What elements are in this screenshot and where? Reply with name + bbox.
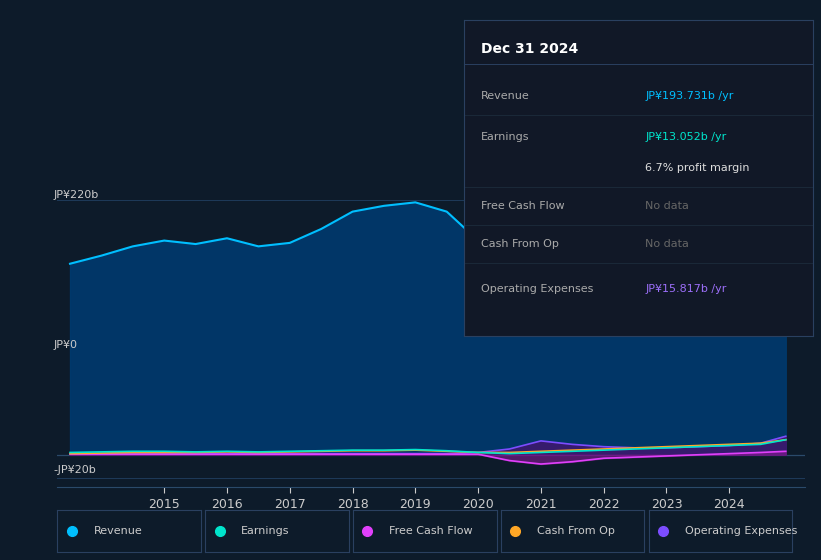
Text: Revenue: Revenue — [481, 91, 530, 101]
Text: Revenue: Revenue — [94, 526, 142, 535]
Text: Dec 31 2024: Dec 31 2024 — [481, 42, 579, 56]
Text: 6.7% profit margin: 6.7% profit margin — [645, 164, 750, 173]
Text: JP¥220b: JP¥220b — [53, 190, 99, 200]
Text: No data: No data — [645, 239, 689, 249]
Text: Operating Expenses: Operating Expenses — [685, 526, 797, 535]
Text: -JP¥20b: -JP¥20b — [53, 465, 97, 475]
Text: Earnings: Earnings — [481, 132, 530, 142]
Text: Cash From Op: Cash From Op — [481, 239, 559, 249]
Text: JP¥0: JP¥0 — [53, 340, 78, 350]
Text: JP¥15.817b /yr: JP¥15.817b /yr — [645, 283, 727, 293]
Text: Free Cash Flow: Free Cash Flow — [481, 201, 565, 211]
Text: Earnings: Earnings — [241, 526, 290, 535]
Text: JP¥13.052b /yr: JP¥13.052b /yr — [645, 132, 727, 142]
Text: Cash From Op: Cash From Op — [537, 526, 615, 535]
Text: No data: No data — [645, 201, 689, 211]
Text: JP¥193.731b /yr: JP¥193.731b /yr — [645, 91, 734, 101]
Text: Free Cash Flow: Free Cash Flow — [389, 526, 473, 535]
Text: Operating Expenses: Operating Expenses — [481, 283, 594, 293]
